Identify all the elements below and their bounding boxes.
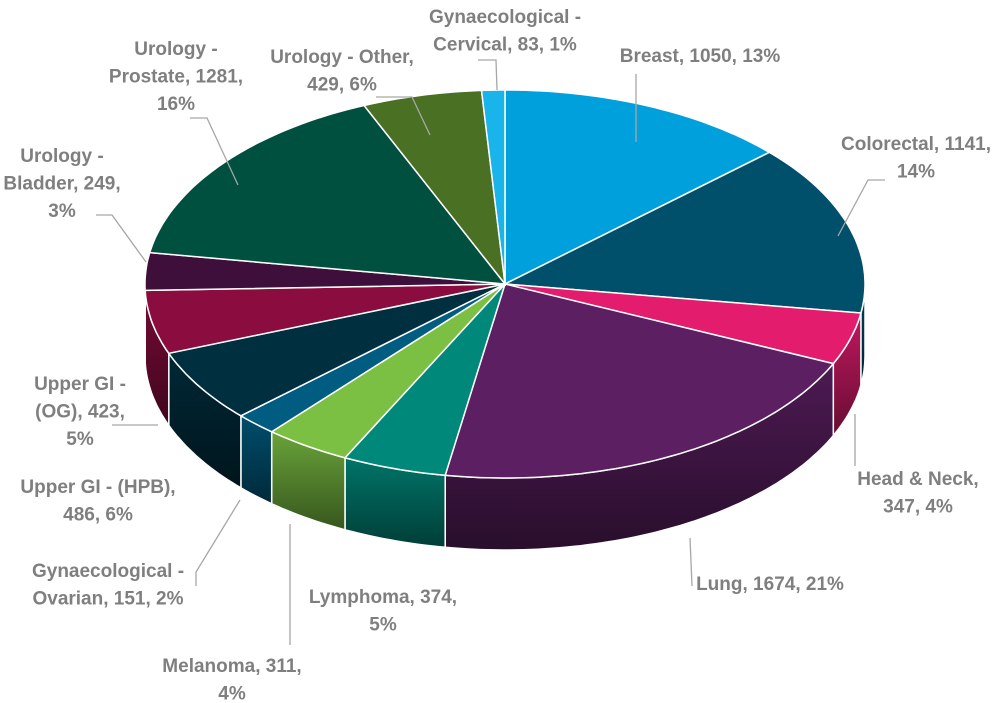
slice	[343, 283, 506, 477]
data-label: Urology - Other,	[270, 47, 414, 68]
data-label: 347, 4%	[883, 497, 953, 518]
leader-line	[190, 117, 239, 186]
data-label: Urology -	[134, 39, 217, 60]
slice	[502, 151, 866, 314]
data-label: 4%	[218, 684, 246, 703]
slice	[362, 89, 507, 287]
data-label: Upper GI - (HPB),	[20, 477, 175, 498]
data-label: 429, 6%	[307, 75, 377, 96]
leader-line	[837, 179, 885, 237]
data-label: 14%	[897, 162, 935, 183]
data-label: 5%	[369, 615, 397, 636]
data-label: 5%	[66, 429, 94, 450]
data-label: 3%	[48, 201, 76, 222]
leader-line	[478, 59, 498, 91]
data-label: Melanoma, 311,	[162, 656, 301, 677]
leader-line	[195, 499, 241, 586]
leader-line	[689, 537, 693, 587]
slice	[444, 283, 835, 479]
data-label: Prostate, 1281,	[109, 67, 243, 88]
slice	[270, 283, 506, 459]
data-label: Cervical, 83, 1%	[433, 35, 577, 56]
slice	[144, 283, 506, 355]
data-label: Head & Neck,	[857, 469, 978, 490]
data-label: Colorectal, 1141,	[841, 134, 991, 155]
slice	[144, 251, 506, 292]
data-label: 16%	[157, 94, 195, 115]
data-label: 486, 6%	[63, 505, 133, 526]
leader-line	[376, 96, 431, 136]
data-label: Upper GI -	[34, 374, 126, 395]
data-label: Ovarian, 151, 2%	[32, 589, 183, 610]
slice	[480, 89, 506, 285]
data-label: Gynaecological -	[32, 561, 184, 582]
data-label: Lymphoma, 374,	[309, 587, 457, 608]
data-label: Gynaecological -	[429, 7, 581, 28]
slice	[167, 283, 506, 417]
slice	[504, 89, 772, 286]
data-label: Bladder, 249,	[3, 174, 120, 195]
data-label: Lung, 1674, 21%	[696, 574, 844, 595]
slice	[148, 104, 507, 285]
slice	[239, 283, 506, 433]
data-label: (OG), 423,	[35, 402, 125, 423]
leader-line	[96, 214, 147, 263]
data-label: Breast, 1050, 13%	[620, 46, 781, 67]
slice	[504, 283, 862, 365]
data-label: Urology -	[20, 146, 103, 167]
